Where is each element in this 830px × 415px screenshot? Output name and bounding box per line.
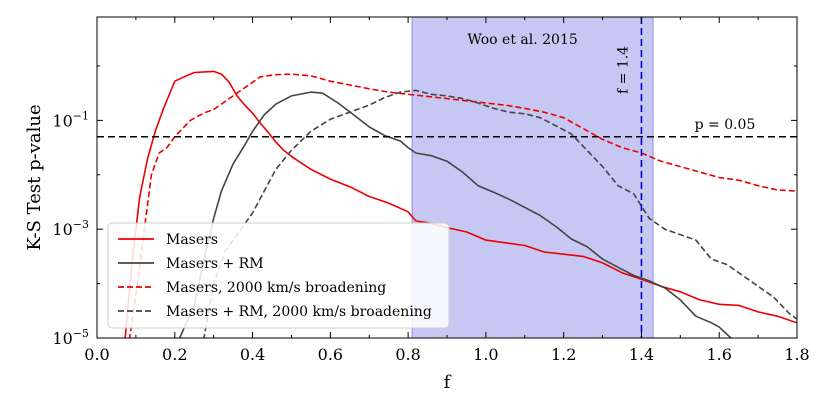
x-tick-label: 0.2 — [162, 345, 187, 364]
y-tick-label: 10−1 — [52, 109, 89, 130]
x-tick-label: 1.6 — [706, 345, 731, 364]
y-tick-label: 10−5 — [52, 327, 89, 348]
series-line-4 — [203, 89, 797, 338]
shaded-region-label: Woo et al. 2015 — [467, 32, 577, 48]
shaded-region — [411, 16, 654, 339]
x-axis-label: f — [444, 372, 452, 393]
series-line-1 — [124, 70, 797, 338]
legend-label-3: Masers, 2000 km/s broadening — [166, 280, 386, 296]
x-tick-label: 1.4 — [629, 345, 654, 364]
x-tick-label: 1.0 — [473, 345, 498, 364]
x-tick-label: 1.8 — [784, 345, 809, 364]
legend-label-1: Masers — [166, 232, 218, 248]
y-axis-label: K-S Test p-value — [24, 104, 45, 250]
legend-label-2: Masers + RM — [166, 256, 264, 272]
x-tick-label: 0.4 — [240, 345, 265, 364]
series-line-2 — [178, 91, 732, 338]
f-line-label: f = 1.4 — [615, 46, 631, 94]
legend-box — [107, 222, 450, 329]
y-tick-label: 10−3 — [52, 218, 89, 239]
legend-label-4: Masers + RM, 2000 km/s broadening — [166, 304, 432, 320]
x-tick-label: 0.8 — [395, 345, 420, 364]
series-line-3 — [128, 73, 797, 338]
threshold-label: p = 0.05 — [695, 117, 756, 133]
x-tick-label: 0.0 — [84, 345, 109, 364]
x-tick-label: 1.2 — [551, 345, 576, 364]
x-tick-label: 0.6 — [318, 345, 343, 364]
